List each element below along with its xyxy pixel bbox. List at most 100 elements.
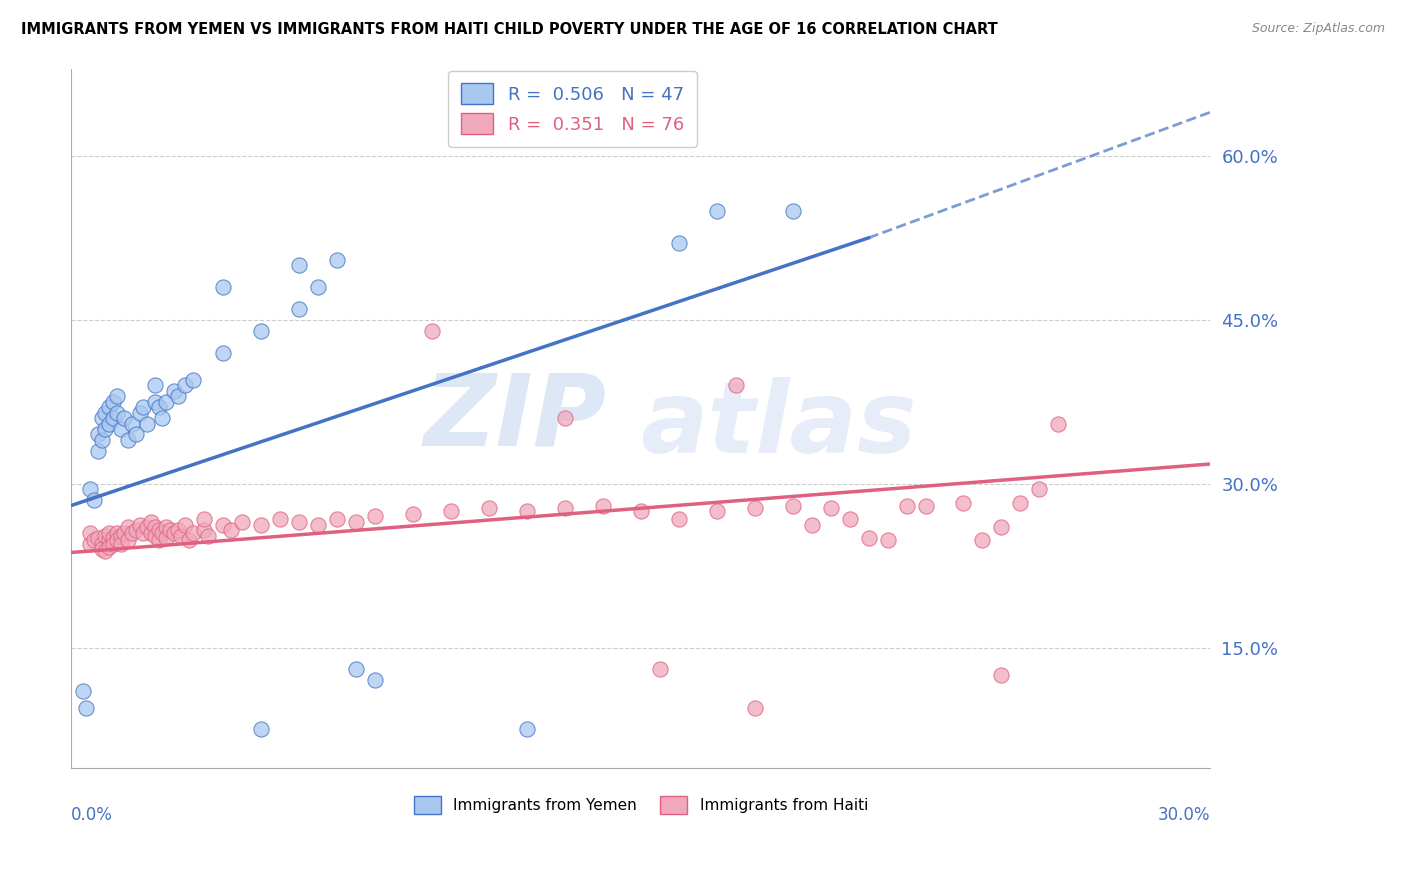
Point — [117, 520, 139, 534]
Text: atlas: atlas — [641, 376, 917, 474]
Point — [139, 525, 162, 540]
Point — [630, 504, 652, 518]
Point — [117, 533, 139, 548]
Point — [83, 533, 105, 548]
Point — [112, 411, 135, 425]
Point — [101, 531, 124, 545]
Point — [668, 511, 690, 525]
Point — [288, 301, 311, 316]
Point — [112, 525, 135, 540]
Point — [163, 384, 186, 398]
Point — [98, 533, 121, 548]
Point — [212, 518, 235, 533]
Point — [174, 518, 197, 533]
Point — [94, 529, 117, 543]
Point — [87, 531, 110, 545]
Point — [136, 520, 159, 534]
Point — [838, 511, 860, 525]
Point — [98, 400, 121, 414]
Point — [128, 518, 150, 533]
Point — [181, 373, 204, 387]
Point — [876, 533, 898, 548]
Point — [344, 515, 367, 529]
Point — [364, 509, 387, 524]
Point — [143, 520, 166, 534]
Point — [364, 673, 387, 688]
Point — [648, 662, 671, 676]
Point — [136, 417, 159, 431]
Point — [181, 525, 204, 540]
Point — [212, 345, 235, 359]
Point — [288, 515, 311, 529]
Point — [344, 662, 367, 676]
Point — [782, 203, 804, 218]
Point — [820, 500, 842, 515]
Point — [148, 533, 170, 548]
Point — [744, 700, 766, 714]
Point — [166, 389, 188, 403]
Point — [150, 525, 173, 540]
Point — [952, 496, 974, 510]
Point — [706, 504, 728, 518]
Point — [307, 280, 329, 294]
Point — [231, 515, 253, 529]
Point — [101, 394, 124, 409]
Point — [724, 378, 747, 392]
Point — [307, 518, 329, 533]
Point — [990, 520, 1012, 534]
Point — [105, 533, 128, 548]
Point — [170, 529, 193, 543]
Point — [110, 529, 132, 543]
Point — [98, 525, 121, 540]
Point — [139, 515, 162, 529]
Point — [155, 520, 177, 534]
Point — [125, 523, 148, 537]
Point — [420, 324, 443, 338]
Point — [128, 406, 150, 420]
Point — [782, 499, 804, 513]
Text: IMMIGRANTS FROM YEMEN VS IMMIGRANTS FROM HAITI CHILD POVERTY UNDER THE AGE OF 16: IMMIGRANTS FROM YEMEN VS IMMIGRANTS FROM… — [21, 22, 998, 37]
Point — [174, 378, 197, 392]
Point — [143, 378, 166, 392]
Point — [197, 529, 219, 543]
Point — [132, 525, 155, 540]
Point — [94, 544, 117, 558]
Point — [94, 422, 117, 436]
Point — [163, 525, 186, 540]
Text: 0.0%: 0.0% — [72, 806, 112, 824]
Point — [75, 700, 97, 714]
Point — [98, 417, 121, 431]
Point — [554, 500, 576, 515]
Point — [159, 523, 181, 537]
Point — [148, 400, 170, 414]
Point — [326, 252, 349, 267]
Point — [269, 511, 291, 525]
Point — [79, 525, 101, 540]
Point — [72, 684, 94, 698]
Point — [105, 406, 128, 420]
Point — [402, 508, 425, 522]
Text: ZIP: ZIP — [423, 369, 606, 467]
Point — [592, 499, 614, 513]
Point — [990, 668, 1012, 682]
Point — [250, 324, 273, 338]
Point — [193, 511, 215, 525]
Point — [250, 518, 273, 533]
Point — [79, 537, 101, 551]
Point — [90, 411, 112, 425]
Point — [87, 443, 110, 458]
Point — [155, 531, 177, 545]
Point — [896, 499, 918, 513]
Point — [101, 537, 124, 551]
Legend: Immigrants from Yemen, Immigrants from Haiti: Immigrants from Yemen, Immigrants from H… — [405, 787, 877, 823]
Point — [143, 394, 166, 409]
Point — [516, 504, 538, 518]
Point — [1028, 482, 1050, 496]
Point — [90, 537, 112, 551]
Point — [166, 523, 188, 537]
Point — [125, 427, 148, 442]
Point — [516, 723, 538, 737]
Text: 30.0%: 30.0% — [1157, 806, 1211, 824]
Point — [150, 411, 173, 425]
Point — [706, 203, 728, 218]
